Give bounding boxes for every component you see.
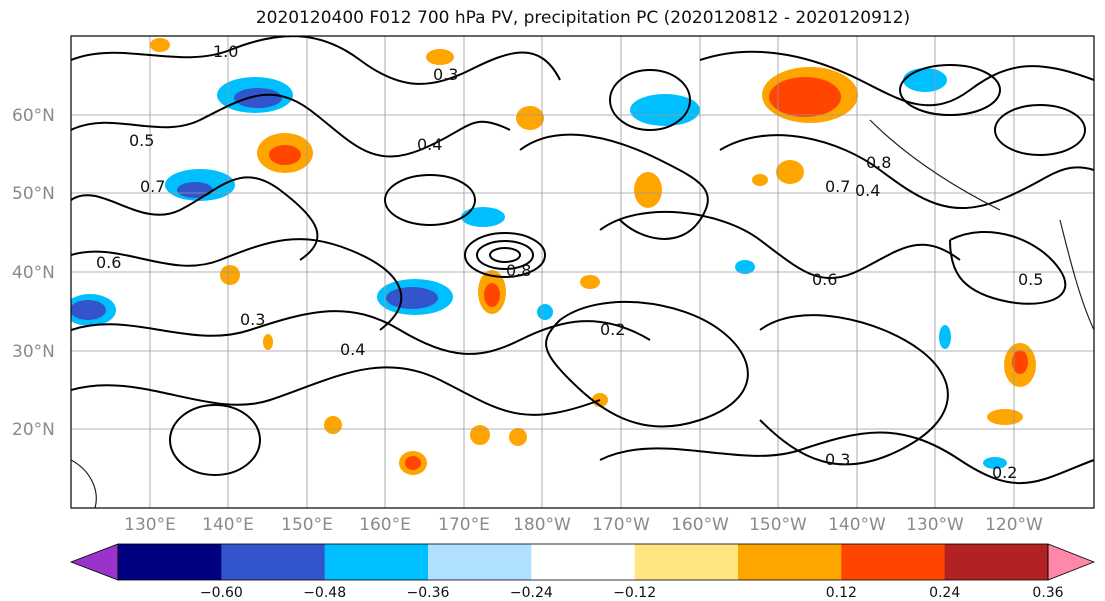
lon-label: 120°W [985, 515, 1043, 535]
colorbar-segment [118, 544, 222, 580]
colorbar-segment [944, 544, 1049, 580]
map-border [70, 35, 1095, 509]
lon-label: 140°W [828, 515, 886, 535]
colorbar-segment [531, 544, 636, 580]
latitude-labels: 60°N 50°N 40°N 30°N 20°N [12, 106, 55, 440]
lon-label: 150°W [749, 515, 807, 535]
contour-label: 1.0 [213, 42, 238, 61]
colorbar-segment [324, 544, 429, 580]
map-title: 2020120400 F012 700 hPa PV, precipitatio… [255, 8, 911, 28]
contour-labels: 1.0 0.7 0.3 0.4 0.8 0.5 0.6 0.2 0.3 0.4 … [96, 42, 1043, 482]
lon-label: 160°E [359, 515, 411, 535]
colorbar-tick-label: −0.36 [407, 585, 450, 601]
contour-label: 0.3 [240, 310, 265, 329]
contour-label: 0.4 [855, 181, 880, 200]
contour-label: 0.5 [129, 131, 154, 150]
contour-label: 0.6 [96, 253, 121, 272]
colorbar [69, 543, 1096, 581]
colorbar-tick-label: −0.60 [200, 585, 243, 601]
contour-label: 0.3 [433, 65, 458, 84]
longitude-labels: 130°E 140°E 150°E 160°E 170°E 180°W 170°… [124, 515, 1043, 535]
lon-label: 170°E [438, 515, 490, 535]
colorbar-tick-label: 0.24 [929, 585, 960, 601]
lon-label: 160°W [671, 515, 729, 535]
contour-label: 0.2 [992, 463, 1017, 482]
lon-label: 170°W [592, 515, 650, 535]
lon-label: 180°W [513, 515, 571, 535]
colorbar-extend-max [1047, 543, 1096, 581]
pv-contours [71, 36, 1094, 508]
colorbar-segment [221, 544, 326, 580]
contour-label: 0.4 [417, 135, 442, 154]
lat-label: 20°N [12, 420, 55, 440]
contour-label: 0.6 [812, 270, 837, 289]
lat-label: 40°N [12, 263, 55, 283]
colorbar-border [117, 543, 1049, 581]
lon-label: 140°E [202, 515, 254, 535]
contour-label: 0.5 [1018, 270, 1043, 289]
contour-label: 0.7 [825, 177, 850, 196]
contour-label: 0.2 [600, 320, 625, 339]
lat-label: 30°N [12, 342, 55, 362]
colorbar-segment [738, 544, 842, 580]
lon-label: 130°W [906, 515, 964, 535]
colorbar-tick-label: 0.36 [1032, 585, 1063, 601]
colorbar-ticks: −0.60−0.48−0.36−0.24−0.120.120.240.360.4… [200, 585, 1064, 601]
contour-label: 0.8 [506, 261, 531, 280]
colorbar-segment [841, 544, 946, 580]
lon-label: 130°E [124, 515, 176, 535]
colorbar-segment [634, 544, 739, 580]
contour-label: 0.3 [825, 450, 850, 469]
colorbar-segment [428, 544, 532, 580]
contour-label: 0.7 [140, 177, 165, 196]
contour-label: 0.4 [340, 340, 365, 359]
colorbar-extend-min [69, 543, 119, 581]
lat-label: 60°N [12, 106, 55, 126]
colorbar-tick-label: −0.12 [613, 585, 656, 601]
lat-label: 50°N [12, 184, 55, 204]
contour-label: 0.8 [866, 153, 891, 172]
lon-label: 150°E [281, 515, 333, 535]
colorbar-tick-label: −0.24 [510, 585, 553, 601]
colorbar-tick-label: −0.48 [303, 585, 346, 601]
colorbar-tick-label: 0.12 [826, 585, 857, 601]
